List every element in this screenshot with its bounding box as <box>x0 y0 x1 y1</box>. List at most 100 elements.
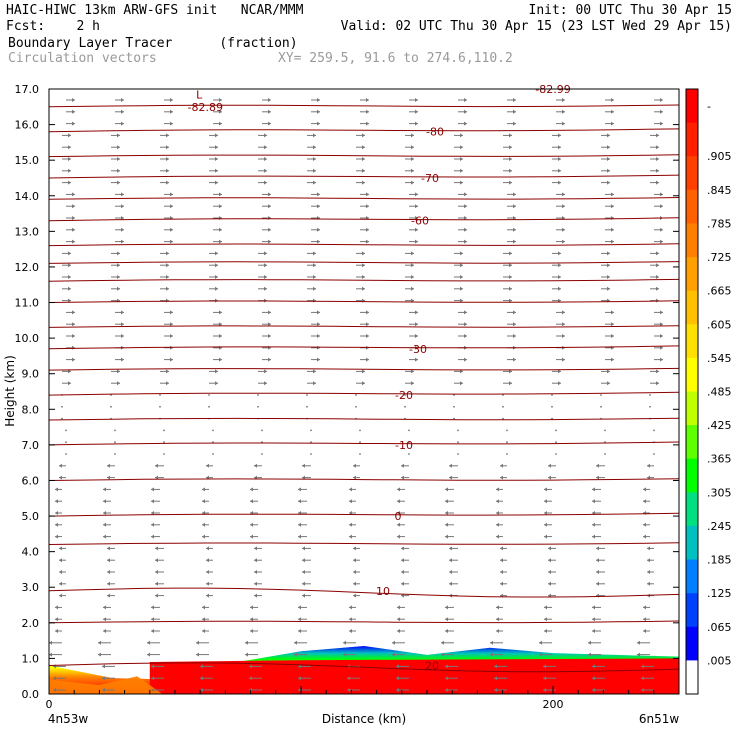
colorbar-swatch <box>686 223 698 258</box>
wind-vector-head <box>596 593 599 598</box>
wind-vector-head <box>215 263 218 268</box>
temperature-contour <box>48 300 680 303</box>
vector-dot <box>649 394 651 396</box>
colorbar: - .905 .845 .785 .725 .665 .605 .545 .485 .425 .36… <box>685 88 732 695</box>
wind-vector-head <box>68 251 71 256</box>
wind-vector-head <box>397 617 400 622</box>
wind-vector-head <box>294 640 297 645</box>
wind-vector-head <box>155 593 158 598</box>
wind-vector-head <box>460 275 463 279</box>
wind-vector-head <box>460 251 463 256</box>
vector-dot <box>163 453 165 455</box>
wind-vector-head <box>401 546 404 551</box>
y-tick-label: 12.0 <box>15 261 40 274</box>
wind-vector-head <box>611 310 614 315</box>
wind-vector-head <box>72 322 75 327</box>
wind-vector-head <box>647 463 650 468</box>
colorbar-swatch <box>686 593 698 628</box>
wind-vector-head <box>643 522 646 527</box>
wind-vector-head <box>302 546 305 551</box>
colorbar-swatch <box>686 324 698 359</box>
wind-vector-head <box>643 534 646 539</box>
vector-dot <box>261 429 263 432</box>
vector-dot <box>506 429 508 432</box>
wind-vector-head <box>313 180 316 185</box>
wind-vector-head <box>202 617 205 622</box>
colorbar-swatch <box>686 525 698 560</box>
wind-vector-head <box>268 204 271 209</box>
wind-vector-head <box>254 558 257 563</box>
vector-dot <box>457 441 459 444</box>
wind-vector-head <box>302 463 305 468</box>
wind-vector-head <box>313 157 316 161</box>
vector-dot <box>61 405 63 408</box>
wind-vector-head <box>202 629 205 633</box>
wind-vector-head <box>415 109 418 114</box>
wind-vector-head <box>611 192 614 197</box>
y-tick-label: 10.0 <box>15 332 40 345</box>
wind-vector-head <box>548 558 551 563</box>
wind-vector-head <box>68 180 71 185</box>
wind-vector-head <box>592 605 595 610</box>
y-tick-label: 5.0 <box>22 510 40 523</box>
wind-vector-head <box>206 581 209 586</box>
wind-vector-head <box>107 463 110 468</box>
wind-vector-head <box>643 487 646 492</box>
wind-vector-head <box>250 522 253 527</box>
wind-vector-head <box>592 522 595 527</box>
wind-vector-head <box>170 322 173 327</box>
wind-vector-head <box>562 322 565 327</box>
wind-vector-head <box>317 227 320 232</box>
wind-vector-head <box>607 286 610 291</box>
wind-vector-head <box>155 475 158 480</box>
wind-vector-head <box>441 640 444 645</box>
wind-vector-head <box>509 263 512 268</box>
wind-vector-head <box>558 157 561 161</box>
wind-vector-head <box>607 263 610 268</box>
wind-vector-head <box>268 98 271 102</box>
wind-vector-head <box>647 558 650 563</box>
wind-vector-head <box>68 133 71 138</box>
wind-vector-head <box>539 652 542 657</box>
wind-vector-head <box>596 558 599 563</box>
wind-vector-head <box>548 581 551 586</box>
wind-vector-head <box>415 334 418 338</box>
wind-vector-head <box>411 381 414 386</box>
wind-vector-head <box>396 688 399 692</box>
contour-label: 20 <box>425 660 439 673</box>
wind-vector-head <box>55 605 58 610</box>
wind-vector-head <box>72 121 75 126</box>
colorbar-label: .425 <box>707 419 732 432</box>
vector-dot <box>159 394 161 396</box>
wind-vector-head <box>445 688 448 692</box>
wind-vector-head <box>445 522 448 527</box>
colorbar-frame <box>685 88 699 695</box>
wind-vector-head <box>596 475 599 480</box>
wind-vector-head <box>302 475 305 480</box>
contour-label: -70 <box>421 172 439 185</box>
wind-vector-head <box>660 227 663 232</box>
wind-vector-head <box>166 381 169 386</box>
wind-vector-head <box>411 275 414 279</box>
right-endpoint-label: 6n51w <box>639 712 680 726</box>
wind-vector-head <box>611 109 614 114</box>
wind-vector-head <box>353 463 356 468</box>
wind-vector-head <box>660 322 663 327</box>
wind-vector-head <box>170 204 173 209</box>
temperature-contour <box>48 243 680 247</box>
wind-vector-head <box>643 617 646 622</box>
vector-dot <box>163 429 165 432</box>
y-tick-label: 15.0 <box>15 154 40 167</box>
wind-vector-head <box>596 581 599 586</box>
vector-dot <box>208 394 210 396</box>
wind-vector-head <box>611 322 614 327</box>
wind-vector-head <box>415 310 418 315</box>
wind-vector-head <box>313 286 316 291</box>
vector-dot <box>257 394 259 396</box>
wind-vector-head <box>72 357 75 362</box>
wind-vector-head <box>49 640 52 645</box>
wind-vector-head <box>298 499 301 504</box>
wind-vector-head <box>449 581 452 586</box>
wind-vector-head <box>544 605 547 610</box>
wind-vector-head <box>264 251 267 256</box>
